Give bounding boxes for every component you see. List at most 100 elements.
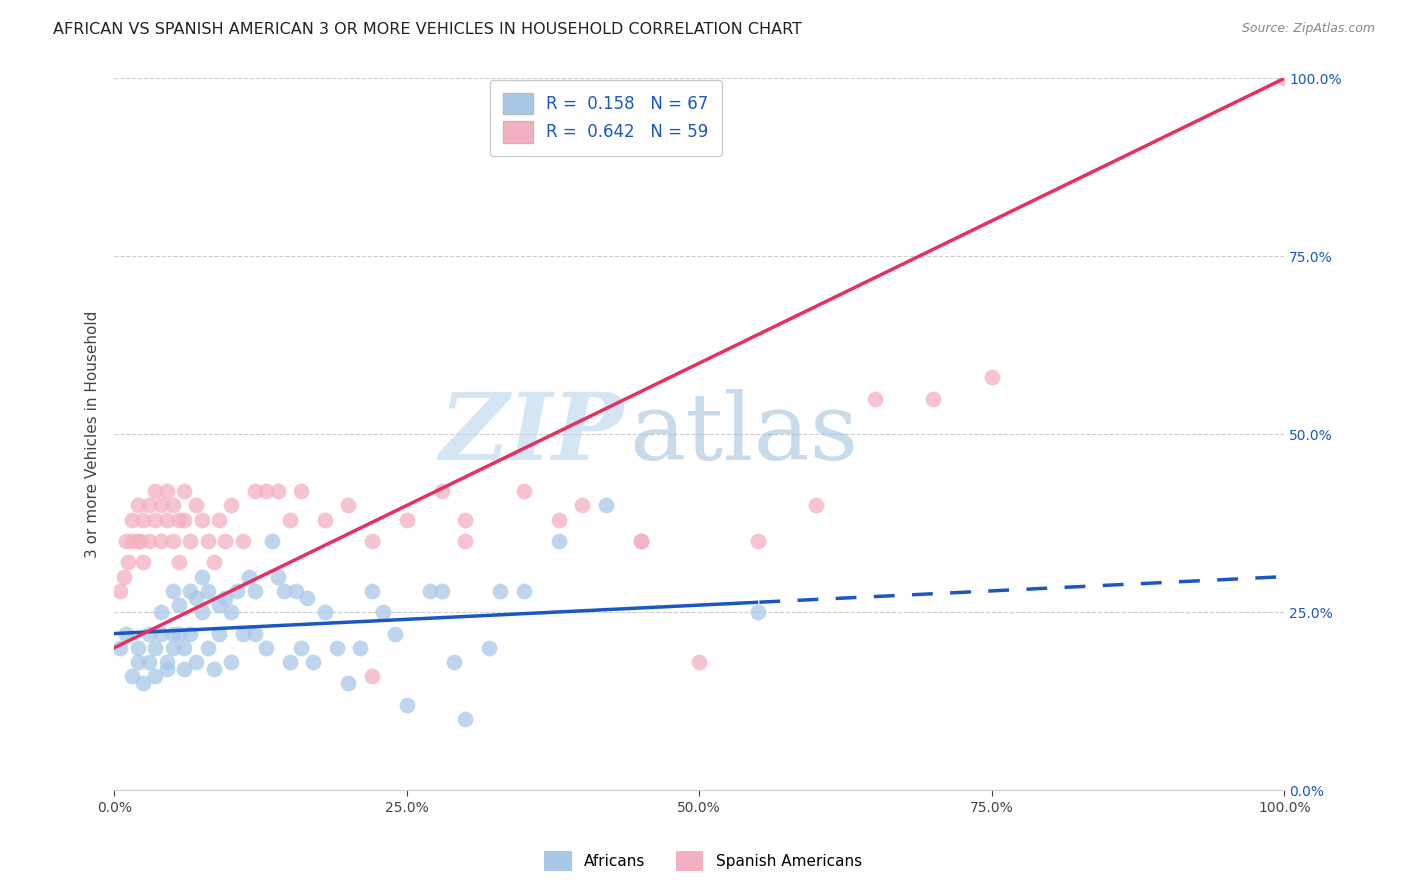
- Point: [512, 484, 534, 499]
- Point: [1272, 71, 1295, 86]
- Point: [430, 583, 453, 598]
- Point: [360, 669, 382, 683]
- Point: [117, 556, 139, 570]
- Point: [208, 598, 231, 612]
- Point: [138, 534, 160, 549]
- Point: [191, 569, 214, 583]
- Point: [202, 662, 225, 676]
- Point: [162, 499, 184, 513]
- Point: [232, 534, 254, 549]
- Point: [179, 534, 201, 549]
- Point: [571, 499, 593, 513]
- Point: [254, 640, 277, 655]
- Point: [208, 626, 231, 640]
- Point: [156, 484, 179, 499]
- Point: [512, 583, 534, 598]
- Text: ZIP: ZIP: [439, 389, 623, 479]
- Point: [150, 626, 173, 640]
- Point: [302, 655, 325, 669]
- Point: [395, 698, 418, 712]
- Point: [173, 484, 195, 499]
- Point: [547, 534, 569, 549]
- Point: [132, 513, 155, 527]
- Point: [112, 569, 135, 583]
- Point: [108, 583, 131, 598]
- Point: [138, 626, 160, 640]
- Point: [156, 655, 179, 669]
- Point: [156, 662, 179, 676]
- Point: [127, 534, 149, 549]
- Point: [443, 655, 465, 669]
- Point: [489, 583, 512, 598]
- Point: [360, 534, 382, 549]
- Point: [430, 484, 453, 499]
- Point: [630, 534, 652, 549]
- Legend: R =  0.158   N = 67, R =  0.642   N = 59: R = 0.158 N = 67, R = 0.642 N = 59: [489, 79, 721, 156]
- Point: [108, 640, 131, 655]
- Point: [150, 534, 173, 549]
- Legend: Africans, Spanish Americans: Africans, Spanish Americans: [538, 846, 868, 877]
- Point: [173, 513, 195, 527]
- Point: [254, 484, 277, 499]
- Point: [267, 484, 290, 499]
- Point: [129, 534, 152, 549]
- Point: [208, 513, 231, 527]
- Point: [143, 669, 166, 683]
- Point: [278, 655, 301, 669]
- Point: [314, 513, 336, 527]
- Point: [132, 556, 155, 570]
- Point: [173, 662, 195, 676]
- Point: [384, 626, 406, 640]
- Point: [191, 513, 214, 527]
- Point: [143, 640, 166, 655]
- Point: [284, 583, 307, 598]
- Point: [197, 534, 219, 549]
- Y-axis label: 3 or more Vehicles in Household: 3 or more Vehicles in Household: [86, 310, 100, 558]
- Point: [454, 513, 477, 527]
- Point: [162, 626, 184, 640]
- Point: [290, 640, 312, 655]
- Point: [478, 640, 501, 655]
- Point: [184, 591, 207, 605]
- Point: [278, 513, 301, 527]
- Point: [138, 499, 160, 513]
- Point: [232, 626, 254, 640]
- Point: [132, 676, 155, 690]
- Point: [226, 583, 249, 598]
- Point: [162, 534, 184, 549]
- Point: [547, 513, 569, 527]
- Point: [290, 484, 312, 499]
- Point: [138, 655, 160, 669]
- Point: [419, 583, 441, 598]
- Point: [395, 513, 418, 527]
- Point: [360, 583, 382, 598]
- Point: [127, 655, 149, 669]
- Text: Source: ZipAtlas.com: Source: ZipAtlas.com: [1241, 22, 1375, 36]
- Point: [243, 583, 266, 598]
- Point: [454, 534, 477, 549]
- Point: [156, 513, 179, 527]
- Text: AFRICAN VS SPANISH AMERICAN 3 OR MORE VEHICLES IN HOUSEHOLD CORRELATION CHART: AFRICAN VS SPANISH AMERICAN 3 OR MORE VE…: [53, 22, 803, 37]
- Point: [150, 605, 173, 619]
- Point: [454, 712, 477, 726]
- Point: [184, 499, 207, 513]
- Point: [688, 655, 710, 669]
- Point: [219, 655, 242, 669]
- Point: [143, 484, 166, 499]
- Point: [214, 534, 236, 549]
- Point: [173, 640, 195, 655]
- Point: [314, 605, 336, 619]
- Point: [863, 392, 886, 406]
- Point: [179, 626, 201, 640]
- Point: [243, 484, 266, 499]
- Point: [179, 583, 201, 598]
- Point: [115, 534, 138, 549]
- Point: [162, 583, 184, 598]
- Point: [214, 591, 236, 605]
- Point: [219, 605, 242, 619]
- Point: [747, 534, 769, 549]
- Text: atlas: atlas: [628, 389, 858, 479]
- Point: [202, 556, 225, 570]
- Point: [197, 583, 219, 598]
- Point: [115, 626, 138, 640]
